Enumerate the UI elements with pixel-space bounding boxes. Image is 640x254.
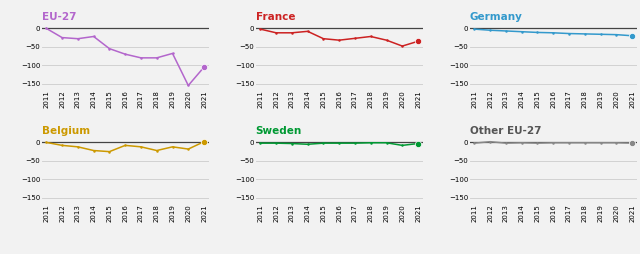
- Text: Other EU-27: Other EU-27: [470, 126, 541, 136]
- Text: Sweden: Sweden: [255, 126, 302, 136]
- Text: Belgium: Belgium: [42, 126, 90, 136]
- Text: Germany: Germany: [470, 12, 522, 22]
- Text: France: France: [255, 12, 295, 22]
- Text: EU-27: EU-27: [42, 12, 76, 22]
